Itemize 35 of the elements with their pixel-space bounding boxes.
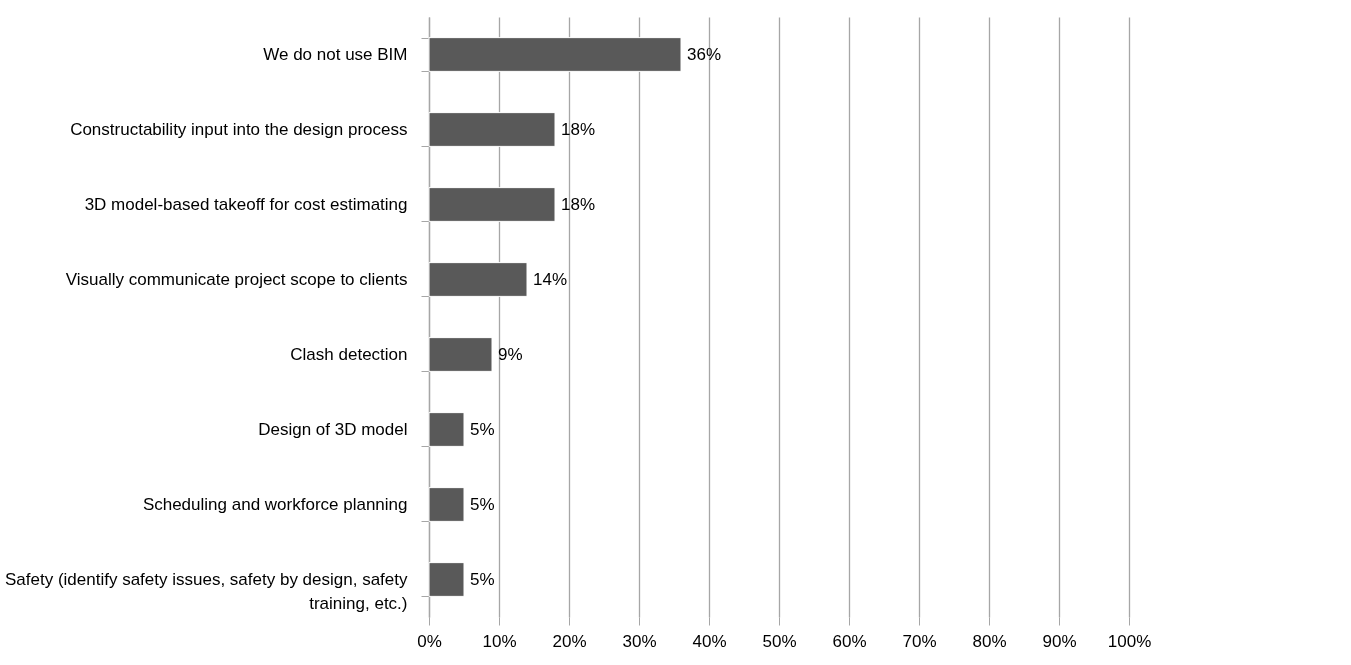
bar <box>428 112 556 147</box>
x-tick-label: 90% <box>1042 631 1077 651</box>
y-tick-label: Clash detection <box>290 345 408 364</box>
bar <box>428 37 682 72</box>
data-label: 9% <box>498 344 523 364</box>
bar <box>428 487 465 522</box>
x-tick-label: 70% <box>902 631 937 651</box>
data-label: 5% <box>470 419 495 439</box>
x-tick-label: 20% <box>552 631 587 651</box>
x-tick-label: 80% <box>972 631 1007 651</box>
bar <box>428 187 556 222</box>
y-tick-label: Constructability input into the design process <box>70 120 408 139</box>
x-tick-label: 100% <box>1107 631 1152 651</box>
bar <box>428 262 528 297</box>
data-label: 18% <box>561 194 596 214</box>
x-tick-label: 30% <box>622 631 657 651</box>
x-tick-label: 40% <box>692 631 727 651</box>
y-tick-label: Scheduling and workforce planning <box>142 495 408 514</box>
data-label: 5% <box>470 494 495 514</box>
y-tick-label: We do not use BIM <box>263 45 408 64</box>
data-label: 5% <box>470 569 495 589</box>
data-label: 14% <box>533 269 568 289</box>
x-tick-label: 0% <box>417 631 442 651</box>
x-tick-label: 60% <box>832 631 867 651</box>
y-tick-label: Safety (identify safety issues, safety by design, safety training, etc.) <box>4 570 408 613</box>
x-tick-label: 50% <box>762 631 797 651</box>
data-label: 18% <box>561 119 596 139</box>
x-tick-label: 10% <box>482 631 517 651</box>
bar <box>428 562 465 597</box>
bar <box>428 337 493 372</box>
y-tick-label: Design of 3D model <box>258 420 408 439</box>
data-label: 36% <box>687 44 722 64</box>
y-tick-label: 3D model-based takeoff for cost estimating <box>84 195 408 214</box>
y-tick-label: Visually communicate project scope to clients <box>65 270 408 289</box>
bar <box>428 412 465 447</box>
